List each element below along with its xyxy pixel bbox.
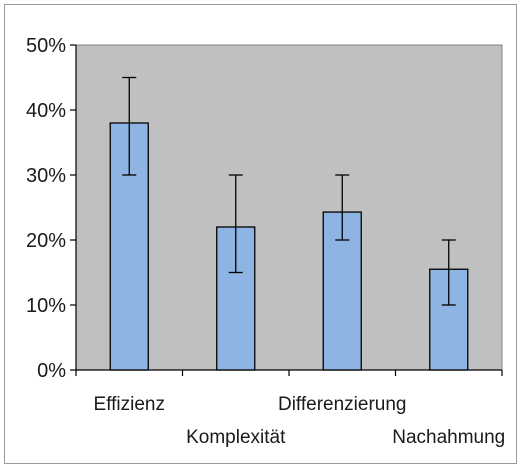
bar-3 (429, 268, 469, 371)
error-bars (122, 76, 456, 306)
y-tick-label: 10% (26, 295, 66, 317)
y-tick-label: 0% (37, 360, 66, 382)
category-label-3: Nachahmung (392, 427, 505, 448)
error-bar-2 (335, 174, 350, 241)
category-label-0: Effizienz (94, 394, 165, 415)
error-bar-1 (228, 174, 243, 274)
y-axis: 0% 10% 20% 30% 40% 50% (26, 35, 77, 382)
category-label-2: Differenzierung (278, 394, 407, 415)
y-tick-label: 40% (26, 100, 66, 122)
category-label-1: Komplexität (186, 427, 286, 448)
category-labels: Effizienz Komplexität Differenzierung Nacha… (94, 394, 506, 448)
y-tick-label: 30% (26, 165, 66, 187)
error-bar-3 (441, 239, 456, 306)
error-bar-0 (122, 76, 137, 176)
x-axis (75, 369, 503, 376)
y-tick-label: 50% (26, 35, 66, 57)
y-tick-label: 20% (26, 230, 66, 252)
